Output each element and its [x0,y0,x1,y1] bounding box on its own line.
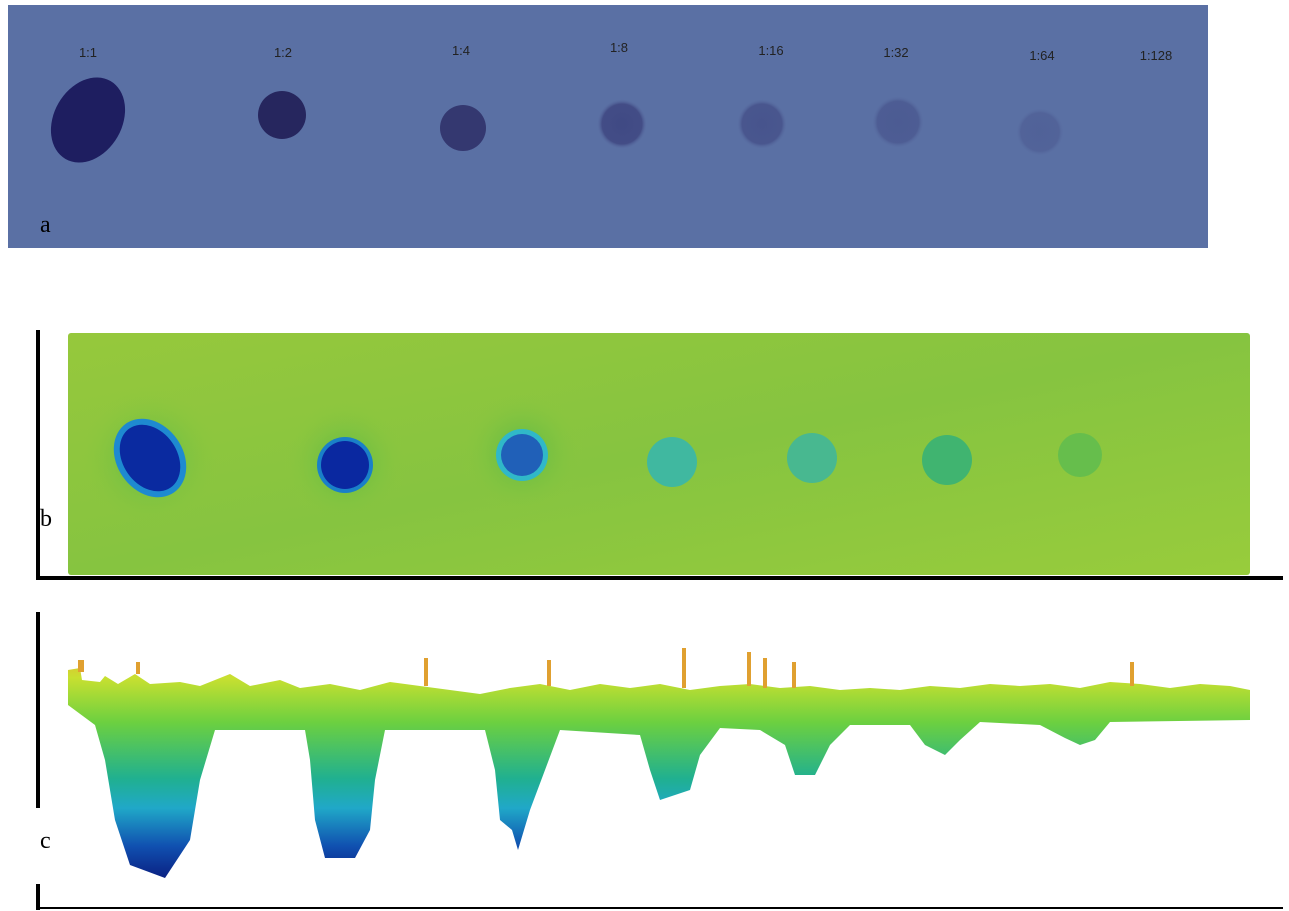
panel-c: c [36,612,1283,910]
dot [501,434,543,476]
dot [647,437,697,487]
dot [321,441,369,489]
dot [1016,108,1064,156]
dot [440,105,486,151]
dot [597,99,647,149]
dilution-label: 1:2 [274,45,292,60]
dilution-label: 1:4 [452,43,470,58]
dilution-label: 1:16 [758,43,783,58]
dot [787,433,837,483]
dilution-label: 1:32 [883,45,908,60]
dilution-label: 1:128 [1140,48,1173,63]
panel-b: b [36,330,1283,580]
dot [258,91,306,139]
dot [922,435,972,485]
dot [872,96,924,148]
panel-label: a [40,212,51,238]
profile [68,668,1250,878]
figure: 1:1 1:2 1:4 1:8 1:16 1:32 1:64 1:128 a b [0,0,1289,911]
dot [1058,433,1102,477]
dilution-label: 1:64 [1029,48,1054,63]
panel-label: c [40,828,51,854]
dot [737,99,787,149]
panel-label: b [40,506,52,532]
dilution-label: 1:1 [79,45,97,60]
dilution-label: 1:8 [610,40,628,55]
panel-a: 1:1 1:2 1:4 1:8 1:16 1:32 1:64 1:128 a [8,5,1208,248]
